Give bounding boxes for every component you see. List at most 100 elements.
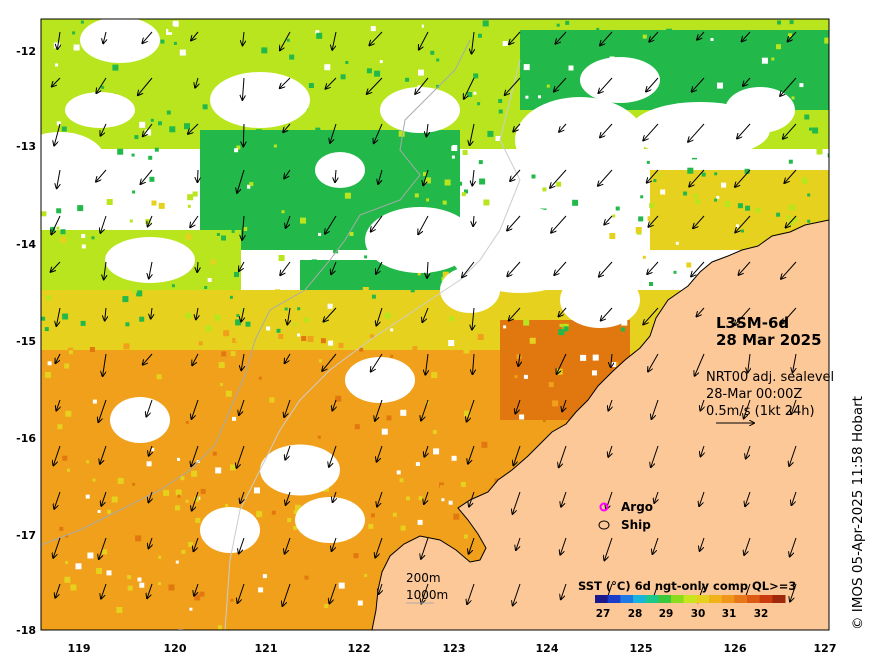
current-arrow — [554, 77, 567, 92]
sst-pixel — [64, 576, 71, 583]
sst-pixel — [300, 217, 306, 224]
current-arrow — [700, 399, 704, 411]
sst-pixel — [49, 500, 53, 504]
legend-argo: Argo — [621, 500, 653, 514]
current-arrow — [96, 169, 107, 182]
sst-pixel — [113, 77, 119, 83]
current-arrow — [701, 445, 705, 456]
current-arrow — [473, 215, 474, 226]
sst-pixel — [439, 485, 444, 490]
current-arrow — [285, 353, 291, 363]
sst-pixel — [816, 148, 823, 155]
current-arrow — [239, 261, 245, 271]
sst-pixel — [287, 518, 292, 523]
sst-pixel — [46, 482, 53, 489]
sst-pixel — [519, 414, 525, 420]
sst-pixel — [304, 575, 309, 580]
sst-pixel — [221, 235, 226, 241]
current-arrow — [426, 123, 428, 136]
sst-pixel — [106, 570, 112, 576]
current-arrow — [601, 307, 613, 321]
sst-pixel — [52, 37, 56, 42]
sst-pixel — [611, 362, 617, 367]
colorbar-title: SST (°C) 6d ngt-only comp QL>=3 — [578, 579, 796, 593]
sst-pixel — [56, 23, 60, 27]
sst-pixel — [51, 558, 56, 563]
sst-pixel — [417, 272, 421, 276]
sst-pixel — [477, 102, 481, 106]
land-mass — [372, 220, 829, 630]
sst-pixel — [443, 166, 447, 170]
current-arrow — [330, 123, 337, 143]
current-arrow — [550, 169, 567, 188]
current-arrow — [611, 353, 612, 367]
sst-pixel — [330, 37, 335, 42]
current-arrow — [241, 307, 244, 322]
sst-pixel — [390, 328, 394, 332]
sst-pixel — [301, 35, 305, 39]
sst-pixel — [47, 545, 53, 552]
sst-pixel — [338, 343, 344, 348]
sst-pixel — [158, 555, 162, 559]
sst-pixel — [132, 190, 136, 194]
current-arrow — [332, 537, 337, 551]
sst-pixel — [371, 89, 377, 95]
sst-pixel — [481, 441, 488, 448]
depth-label-200m: 200m — [406, 571, 441, 585]
sst-pixel — [344, 192, 351, 199]
sst-pixel — [378, 197, 383, 201]
current-arrow — [143, 353, 153, 365]
sst-pixel — [559, 65, 564, 70]
sst-pixel — [234, 148, 239, 153]
current-arrow — [608, 445, 612, 457]
sst-pixel — [559, 323, 563, 327]
x-tick-label: 122 — [348, 642, 371, 655]
colorbar-tick: 28 — [628, 608, 643, 620]
sst-pixel — [716, 195, 720, 199]
sst-pixel — [353, 137, 358, 142]
sst-pixel — [791, 96, 795, 100]
current-arrow — [188, 123, 199, 134]
sst-pixel — [464, 526, 471, 533]
current-time: 28-Mar 00:00Z — [706, 387, 802, 402]
sst-pixel — [74, 436, 81, 443]
sst-pixel — [395, 546, 400, 551]
current-arrow — [598, 169, 613, 186]
sst-pixel — [353, 553, 359, 559]
current-arrow — [559, 307, 567, 316]
sst-pixel — [384, 73, 390, 79]
sst-pixel — [280, 615, 285, 620]
sst-pixel — [538, 95, 541, 99]
sst-pixel — [523, 374, 528, 379]
current-arrow — [422, 307, 429, 322]
sst-pixel — [275, 289, 280, 295]
sst-pixel — [278, 334, 284, 339]
sst-pixel — [175, 505, 180, 511]
sst-pixel — [637, 100, 643, 106]
sst-pixel — [416, 419, 422, 425]
missing-data-blob — [295, 497, 365, 543]
current-arrow — [649, 31, 659, 42]
sst-pixel — [258, 376, 262, 380]
sst-pixel — [827, 153, 829, 158]
colorbar-segment — [683, 595, 697, 603]
current-arrow — [329, 445, 337, 467]
x-axis: 119 120 121 122 123 124 125 126 127 — [68, 642, 837, 655]
current-arrow — [427, 261, 428, 278]
y-tick-label: -13 — [16, 140, 36, 153]
sst-pixel — [72, 31, 76, 35]
current-arrow — [242, 77, 244, 100]
sst-pixel — [354, 184, 360, 190]
current-arrow — [325, 215, 337, 234]
sst-pixel — [721, 182, 727, 188]
map-plot-area — [41, 19, 829, 630]
current-arrow — [421, 583, 429, 604]
sst-pixel — [386, 531, 391, 536]
sst-pixel — [449, 316, 455, 322]
sst-pixel — [308, 83, 314, 88]
sst-pixel — [592, 354, 599, 361]
current-arrow — [643, 123, 659, 140]
current-arrow — [604, 215, 613, 225]
current-arrow — [377, 491, 383, 507]
sst-pixel — [230, 464, 236, 471]
